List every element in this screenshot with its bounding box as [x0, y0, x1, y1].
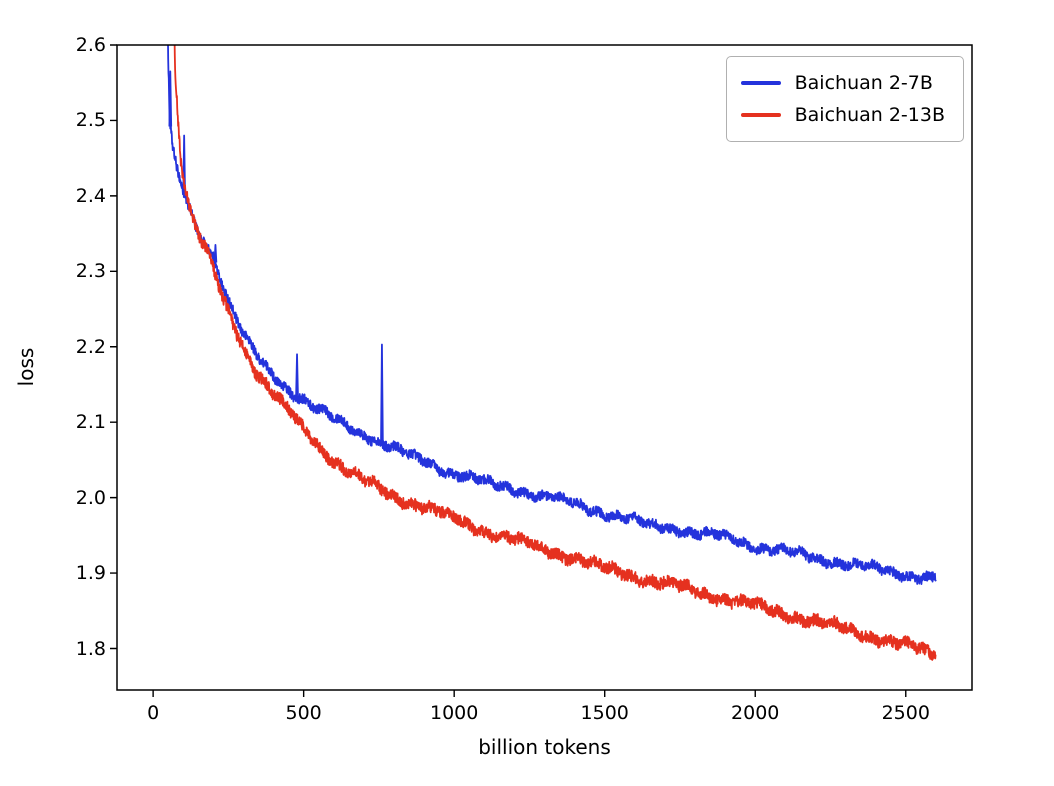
y-tick-label: 1.9: [75, 562, 106, 585]
x-tick-label: 0: [147, 702, 160, 724]
y-tick-label: 2.0: [75, 486, 106, 509]
y-tick-label: 2.2: [75, 335, 106, 358]
x-tick-label: 1500: [580, 702, 629, 724]
x-tick-label: 2500: [881, 702, 930, 724]
legend-line-13b-icon: [740, 113, 781, 117]
y-tick-label: 2.3: [75, 260, 106, 283]
legend-entry-baichuan2-7b: Baichuan 2-7B: [740, 67, 945, 99]
legend-label-7b: Baichuan 2-7B: [794, 72, 933, 94]
legend-entry-baichuan2-13b: Baichuan 2-13B: [740, 99, 945, 131]
x-tick-label: 1000: [429, 702, 479, 724]
x-tick-label: 2000: [731, 702, 780, 724]
y-tick-label: 2.5: [75, 109, 106, 132]
legend-line-7b-icon: [740, 81, 781, 85]
y-tick-label: 2.1: [75, 411, 106, 434]
y-tick-label: 2.4: [75, 184, 106, 207]
legend-label-13b: Baichuan 2-13B: [794, 104, 945, 126]
legend: Baichuan 2-7B Baichuan 2-13B: [725, 56, 964, 142]
y-axis-label: loss: [14, 347, 38, 387]
y-tick-label: 1.8: [75, 637, 106, 660]
y-tick-label: 2.6: [75, 34, 106, 56]
x-tick-label: 500: [285, 702, 322, 724]
x-axis-label: billion tokens: [478, 735, 611, 759]
